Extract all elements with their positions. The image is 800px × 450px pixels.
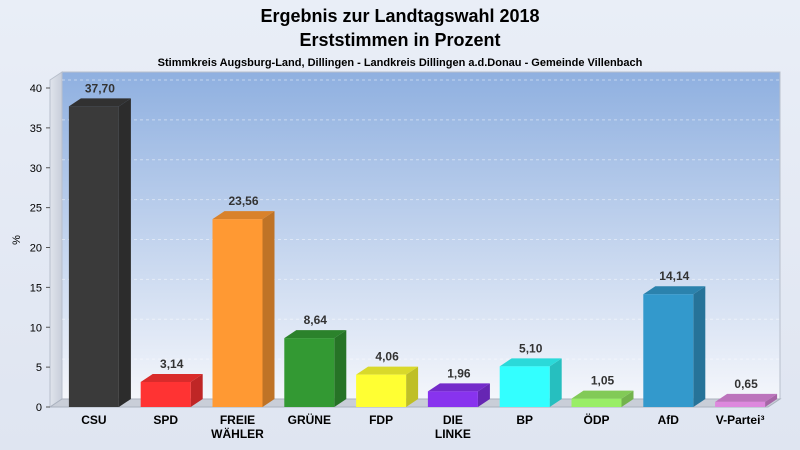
x-tick-label: WÄHLER <box>211 426 264 441</box>
x-tick-label: DIE <box>443 413 463 427</box>
data-label: 1,96 <box>447 366 471 380</box>
x-tick-label: FDP <box>369 413 393 427</box>
bar-top <box>643 286 706 295</box>
bar-side <box>118 98 131 407</box>
bar <box>68 106 119 407</box>
bar-top <box>212 211 275 220</box>
data-label: 0,65 <box>734 377 758 391</box>
x-tick-label: GRÜNE <box>288 412 331 427</box>
chart-subtitle: Stimmkreis Augsburg-Land, Dillingen - La… <box>158 57 643 69</box>
bar <box>427 391 478 407</box>
bar-side <box>765 393 778 407</box>
x-tick-label: BP <box>516 413 533 427</box>
x-tick-label: LINKE <box>435 427 471 441</box>
bar <box>284 338 335 407</box>
data-label: 37,70 <box>85 81 115 95</box>
bar <box>499 366 550 407</box>
x-tick-label: CSU <box>81 413 106 427</box>
x-tick-label: SPD <box>153 413 178 427</box>
y-tick-label: 20 <box>30 243 42 255</box>
x-tick-label: AfD <box>658 413 680 427</box>
chart-title-line2: Erststimmen in Prozent <box>299 30 500 50</box>
data-label: 23,56 <box>228 194 258 208</box>
bar-top <box>715 393 778 402</box>
y-axis-label: % <box>11 235 23 245</box>
bar-top <box>68 98 131 107</box>
bar-side <box>693 286 706 407</box>
y-tick-label: 15 <box>30 282 42 294</box>
y-tick-label: 5 <box>36 362 42 374</box>
y-tick-label: 25 <box>30 203 42 215</box>
bar-side <box>621 390 634 407</box>
bar <box>643 294 694 407</box>
bar <box>212 219 263 407</box>
bar-side <box>477 383 490 407</box>
bar <box>140 381 191 407</box>
x-tick-label: ÖDP <box>583 412 609 427</box>
bar <box>571 398 622 407</box>
bar-side <box>406 366 419 407</box>
bar-side <box>262 211 275 407</box>
plot-area: 0 5 10 15 20 25 30 35 40 37,70 CSU 3,14 SPD 23,56 FREI… <box>30 71 782 441</box>
bar-top <box>499 358 562 367</box>
data-label: 14,14 <box>659 269 689 283</box>
y-tick-label: 10 <box>30 322 42 334</box>
plot-side-wall <box>49 71 63 408</box>
x-tick-label: FREIE <box>220 413 255 427</box>
data-label: 1,05 <box>591 374 615 388</box>
bar-top <box>571 390 634 399</box>
data-label: 4,06 <box>375 350 399 364</box>
bar-top <box>427 383 490 392</box>
bar <box>715 401 766 407</box>
bar <box>356 374 407 407</box>
y-tick-label: 0 <box>36 402 42 414</box>
data-label: 8,64 <box>304 313 328 327</box>
bar-side <box>549 358 562 407</box>
y-tick-label: 40 <box>30 83 42 95</box>
bar-top <box>284 330 347 339</box>
chart-title: Ergebnis zur Landtagswahl 2018 <box>260 6 539 26</box>
bar-top <box>356 366 419 375</box>
bar-side <box>334 330 347 407</box>
x-tick-label: V-Partei³ <box>716 413 765 427</box>
data-label: 5,10 <box>519 341 543 355</box>
y-tick-label: 30 <box>30 163 42 175</box>
bar-side <box>190 373 203 407</box>
data-label: 3,14 <box>160 357 184 371</box>
y-tick-label: 35 <box>30 123 42 135</box>
bar-top <box>140 373 203 382</box>
